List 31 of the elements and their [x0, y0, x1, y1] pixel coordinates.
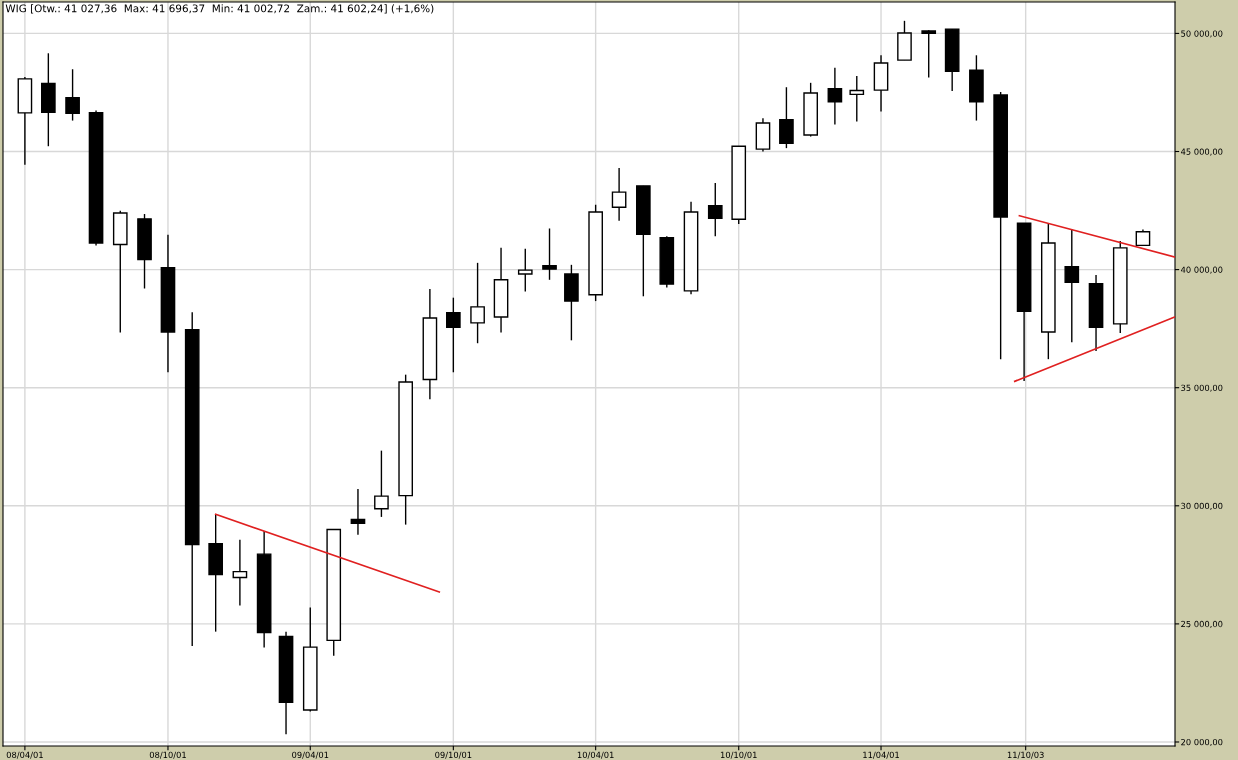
y-tick-label: 50 000,00	[1181, 30, 1223, 38]
candlestick	[707, 182, 723, 237]
x-tick-label: 10/04/01	[577, 751, 614, 759]
candlestick	[517, 248, 533, 293]
y-tick-label: 45 000,00	[1180, 148, 1223, 156]
x-tick-label: 09/10/01	[435, 751, 472, 759]
candlestick	[350, 488, 366, 536]
candlestick	[232, 538, 248, 607]
x-tick-label: 09/04/01	[292, 751, 329, 759]
candlestick	[1064, 228, 1080, 343]
chart-title: WIG [Otw.: 41 027,36 Max: 41 696,37 Min: 41 002,72 Zam.: 41 602,24] (+1,6%)	[5, 4, 434, 14]
candlestick	[65, 68, 80, 122]
x-tick-label: 11/04/01	[863, 751, 899, 759]
candlestick	[827, 67, 843, 126]
candlestick	[849, 75, 865, 123]
candlestick	[611, 167, 627, 222]
y-tick-label: 25 000,00	[1181, 620, 1223, 629]
candlestick	[779, 86, 794, 149]
y-tick-label: 40 000,00	[1180, 266, 1223, 274]
y-tick-label: 35 000,00	[1181, 384, 1223, 392]
x-tick-label: 11/10/03	[1007, 751, 1044, 759]
candlestick	[542, 227, 557, 281]
x-tick-label: 08/10/01	[149, 751, 186, 759]
candlestick	[921, 29, 937, 79]
x-tick-label: 10/10/01	[720, 751, 757, 759]
candlestick	[446, 296, 461, 373]
y-tick-label: 20 000,00	[1181, 738, 1223, 747]
candlestick	[470, 262, 485, 344]
y-tick-label: 30 000,00	[1181, 502, 1223, 510]
candlestick	[374, 449, 389, 518]
x-tick-label: 08/04/01	[6, 751, 43, 759]
